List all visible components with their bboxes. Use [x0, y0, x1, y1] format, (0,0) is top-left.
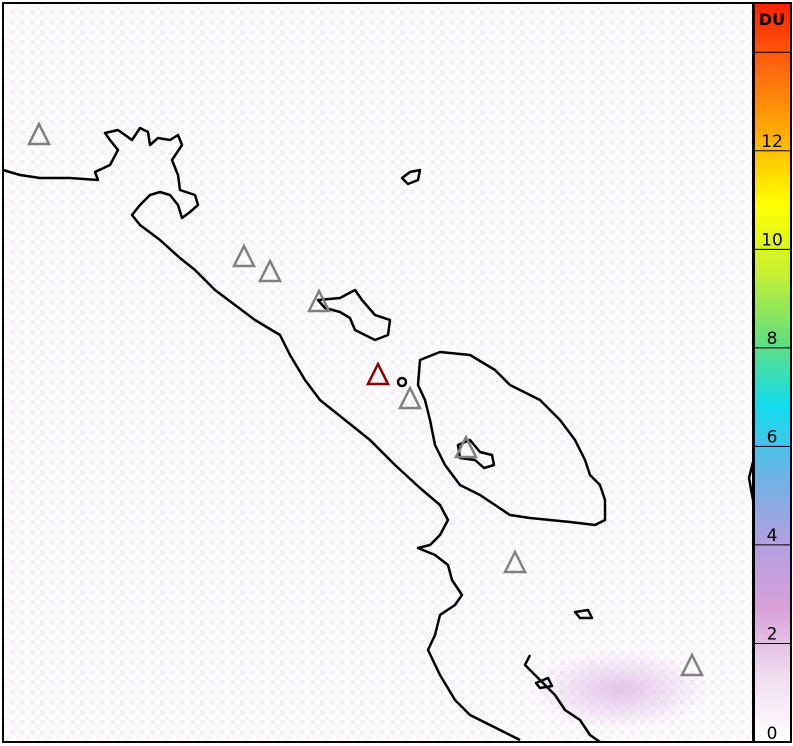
colorbar-tick-label: 12: [761, 132, 783, 152]
volcano-triangle-icon: [26, 121, 52, 146]
volcano-triangle-icon: [397, 385, 423, 410]
map-panel: [2, 3, 755, 744]
islet: [534, 676, 554, 690]
active-volcano-triangle-icon: [365, 361, 391, 386]
colorbar: 0 2 4 6 8 10 12 DU: [753, 2, 792, 744]
islet: [396, 376, 408, 388]
colorbar-unit: DU: [759, 10, 785, 29]
islet: [456, 438, 496, 470]
colorbar-scale: [753, 2, 792, 743]
colorbar-tick-label: 8: [767, 329, 778, 349]
so2-plume: [530, 650, 710, 730]
colorbar-tick-label: 2: [767, 624, 778, 644]
islet: [400, 168, 422, 186]
colorbar-tick-label: 4: [767, 526, 778, 546]
island-small: [316, 288, 392, 342]
islet: [573, 608, 594, 620]
volcano-triangle-icon: [231, 243, 257, 268]
volcano-triangle-icon: [306, 288, 332, 313]
coastline-south: [523, 654, 601, 744]
island-large: [416, 350, 607, 527]
volcano-triangle-icon: [679, 652, 705, 677]
volcano-triangle-icon: [502, 549, 528, 574]
so2-field: [3, 3, 753, 742]
volcano-triangle-icon: [257, 258, 283, 283]
coastline-east-edge: [747, 461, 755, 501]
colorbar-tick-label: 0: [767, 724, 778, 744]
coastline-north: [2, 126, 521, 742]
colorbar-tick-label: 10: [761, 230, 783, 250]
volcano-triangle-icon: [453, 434, 479, 459]
coastlines: [2, 126, 755, 744]
colorbar-tick-label: 6: [767, 427, 778, 447]
volcano-markers: [26, 121, 705, 677]
